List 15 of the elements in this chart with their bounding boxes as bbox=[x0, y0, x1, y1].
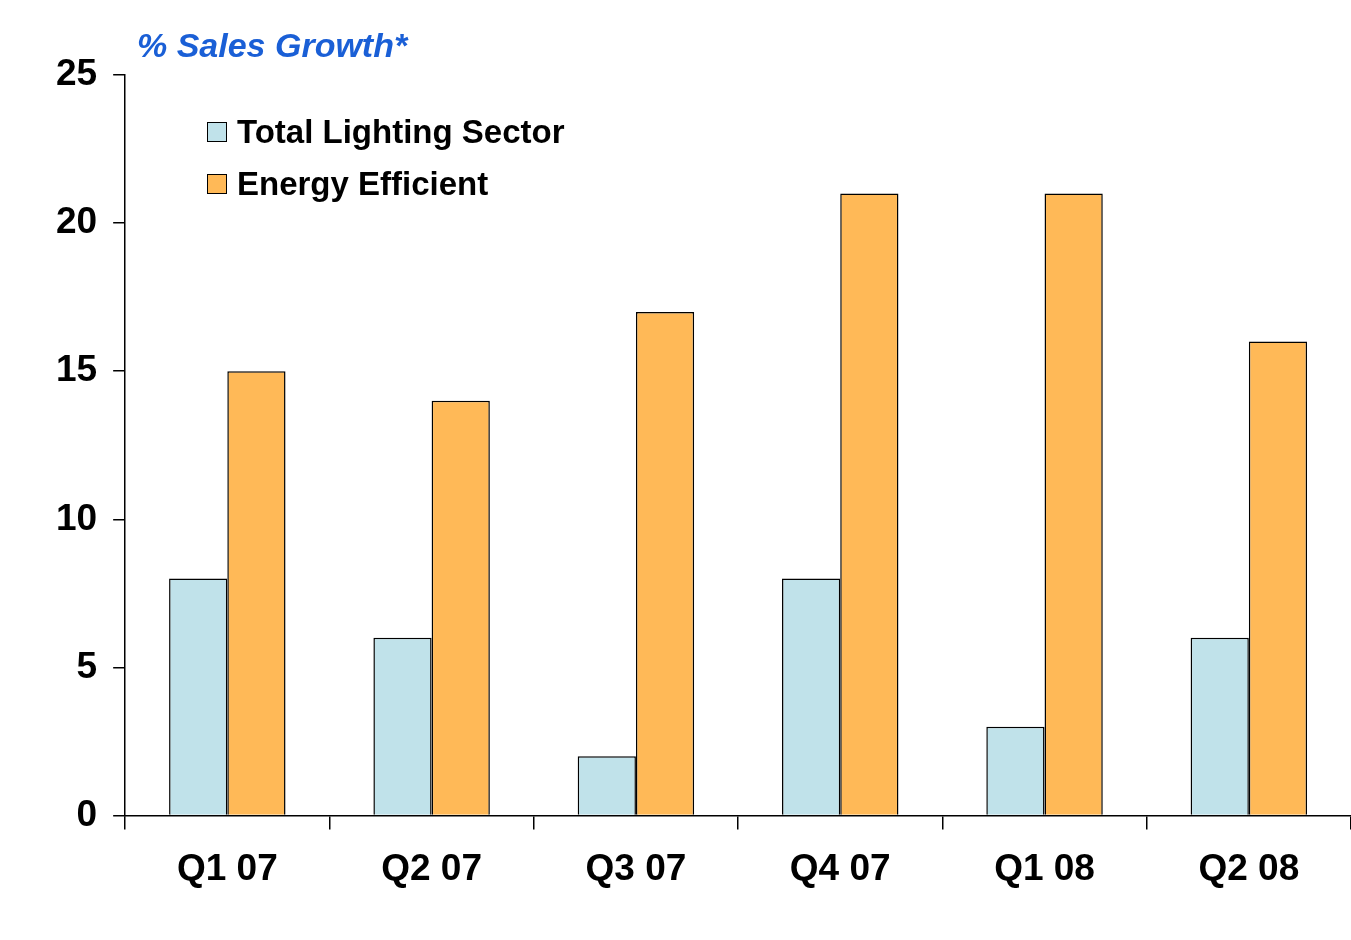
x-tick-label: Q2 08 bbox=[1198, 847, 1300, 888]
legend-label: Energy Efficient bbox=[237, 165, 489, 203]
x-tick-label: Q3 07 bbox=[585, 847, 687, 888]
y-tick-label: 0 bbox=[76, 792, 98, 834]
legend-label: Total Lighting Sector bbox=[237, 113, 565, 151]
x-tick-label: Q2 07 bbox=[381, 847, 483, 888]
chart-title: % Sales Growth* bbox=[137, 26, 408, 65]
y-tick-label: 20 bbox=[56, 200, 98, 242]
y-tick-label: 5 bbox=[76, 644, 98, 686]
y-tick-label: 25 bbox=[56, 52, 98, 94]
x-tick-label: Q1 08 bbox=[994, 847, 1095, 888]
y-tick-label: 10 bbox=[56, 496, 98, 538]
y-tick-label: 15 bbox=[56, 348, 98, 390]
x-tick-label: Q1 07 bbox=[176, 847, 278, 888]
x-tick-label: Q4 07 bbox=[789, 847, 891, 888]
